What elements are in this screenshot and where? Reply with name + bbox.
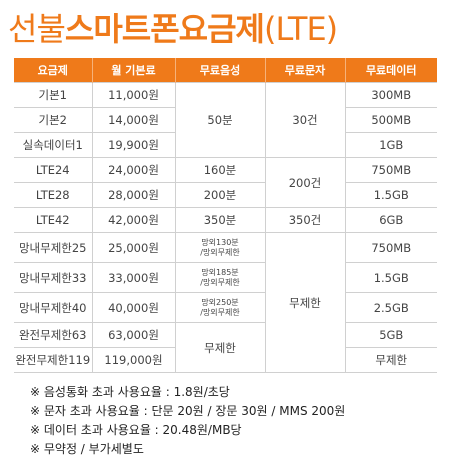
note: ※ 문자 초과 사용요율 : 단문 20원 / 장문 30원 / MMS 200… [30, 404, 346, 418]
table-cell: 350분 [174, 207, 266, 233]
table-row: 기본1 11,000원 50분 30건 300MB [14, 82, 437, 158]
table-cell: 500MB [344, 107, 437, 133]
table-row: 망내무제한33 33,000원 망외185분/망외무제한 1.5GB [14, 262, 437, 293]
table-cell: 200건 [264, 157, 346, 208]
table-cell: 750MB [344, 232, 437, 263]
title-prefix: 선불 [8, 10, 66, 48]
table-cell: 완전무제한119 [14, 347, 93, 373]
table-cell: 2.5GB [344, 292, 437, 323]
table-cell: 200분 [174, 182, 266, 208]
table-cell: 33,000원 [91, 262, 176, 293]
notes: ※ 음성통화 초과 사용요율 : 1.8원/초당 ※ 문자 초과 사용요율 : 단… [30, 383, 345, 459]
title: 선불스마트폰요금제(LTE) [8, 4, 338, 50]
table-cell: 14,000원 [91, 107, 176, 133]
table-cell: LTE42 [14, 207, 93, 233]
table-cell: 30건 [264, 82, 346, 158]
table-body: 기본1 11,000원 50분 30건 300MB 기본2 14,000원 500MB 실속데이… [14, 82, 437, 373]
table-row: LTE24 24,000원 160분 200건 750MB [14, 157, 437, 208]
column-header: 무료데이터 [344, 58, 437, 83]
table-cell: LTE24 [14, 157, 93, 183]
table-cell: 24,000원 [91, 157, 176, 183]
table-row: 완전무제한119 119,000원 무제한 [14, 347, 437, 373]
table-cell: 기본1 [14, 82, 93, 108]
table-cell: 5GB [344, 322, 437, 348]
table-row: 망내무제한25 25,000원 망외130분/망외무제한 무제한 750MB [14, 232, 437, 373]
table-cell: 1.5GB [344, 182, 437, 208]
cell-line: 망외130분 [201, 237, 239, 247]
table-cell: 42,000원 [91, 207, 176, 233]
column-header: 월 기본료 [91, 58, 175, 83]
header-row: 요금제 월 기본료 무료음성 무료문자 무료데이터 [14, 58, 437, 83]
table-cell: 1.5GB [344, 262, 437, 293]
cell-line: /망외무제한 [200, 247, 240, 257]
table-cell: 망외130분/망외무제한 [174, 232, 266, 263]
table-row: 실속데이터1 19,900원 1GB [14, 132, 437, 158]
table-cell: 300MB [344, 82, 437, 108]
table-cell: 기본2 [14, 107, 93, 133]
table-cell: 무제한 [344, 347, 437, 373]
table-cell: 63,000원 [91, 322, 176, 348]
table-cell: 망내무제한33 [14, 262, 93, 293]
column-header: 요금제 [14, 58, 92, 83]
table-row: 망내무제한40 40,000원 망외250분/망외무제한 2.5GB [14, 292, 437, 323]
table-cell: 25,000원 [91, 232, 176, 263]
cell-line: 망외250분 [201, 297, 239, 307]
table-cell: 완전무제한63 [14, 322, 93, 348]
table-row: 완전무제한63 63,000원 무제한 5GB [14, 322, 437, 373]
table-cell: LTE28 [14, 182, 93, 208]
table-row: 기본2 14,000원 500MB [14, 107, 437, 133]
table-cell: 무제한 [264, 232, 346, 373]
cell-line: /망외무제한 [200, 307, 240, 317]
note: ※ 무약정 / 부가세별도 [30, 442, 144, 456]
table-row: LTE28 28,000원 200분 1.5GB [14, 182, 437, 208]
table-cell: 160분 [174, 157, 266, 183]
table-cell: 11,000원 [91, 82, 176, 108]
column-header: 무료문자 [264, 58, 345, 83]
table-cell: 119,000원 [91, 347, 176, 373]
plan-table: 요금제 월 기본료 무료음성 무료문자 무료데이터 기본1 11,000원 50분 30건 30… [14, 58, 437, 373]
table-cell: 6GB [344, 207, 437, 233]
table-cell: 350건 [264, 207, 346, 233]
title-suffix: (LTE) [263, 10, 338, 48]
table-cell: 망외185분/망외무제한 [174, 262, 266, 293]
table-cell: 19,900원 [91, 132, 176, 158]
table-cell: 망내무제한25 [14, 232, 93, 263]
table-cell: 무제한 [174, 322, 266, 373]
cell-line: /망외무제한 [200, 277, 240, 287]
table-cell: 40,000원 [91, 292, 176, 323]
table-cell: 망내무제한40 [14, 292, 93, 323]
table-cell: 50분 [174, 82, 266, 158]
table-cell: 750MB [344, 157, 437, 183]
table-cell: 1GB [344, 132, 437, 158]
title-main: 스마트폰요금제 [64, 10, 265, 48]
table-row: LTE42 42,000원 350분 350건 6GB [14, 207, 437, 233]
table-cell: 망외250분/망외무제한 [174, 292, 266, 323]
table-cell: 실속데이터1 [14, 132, 93, 158]
note: ※ 데이터 초과 사용요율 : 20.48원/MB당 [30, 423, 242, 437]
note: ※ 음성통화 초과 사용요율 : 1.8원/초당 [30, 385, 230, 399]
column-header: 무료음성 [174, 58, 265, 83]
table-cell: 28,000원 [91, 182, 176, 208]
cell-line: 망외185분 [201, 267, 239, 277]
